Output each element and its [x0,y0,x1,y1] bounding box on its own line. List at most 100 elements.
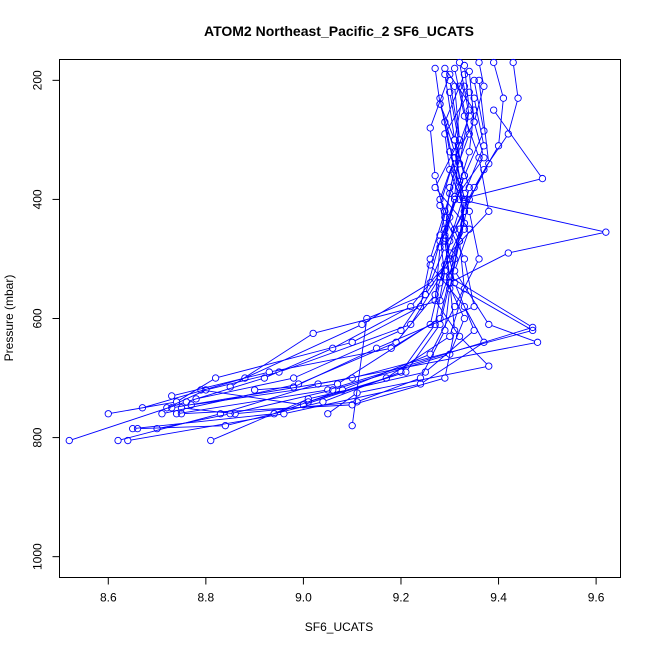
series-segment [440,107,455,149]
series-segment [462,199,603,232]
data-point [397,326,405,335]
data-point [490,106,498,114]
data-point [114,436,122,445]
data-point [494,142,503,150]
series-8 [168,106,610,412]
series-20 [226,88,473,391]
series-segment [213,399,306,440]
data-point [387,344,395,352]
series-segment [421,333,444,376]
data-point [163,404,171,412]
series-segment [462,178,540,200]
data-point [450,255,459,263]
series-segment [470,166,488,197]
series-segment [434,250,441,298]
series-segment [238,401,354,414]
series-segment [130,413,281,441]
data-point [275,368,283,376]
series-segment [296,349,374,387]
chart-title: ATOM2 Northeast_Pacific_2 SF6_UCATS [204,23,474,39]
data-point [226,383,234,391]
series-segment [111,401,174,414]
data-point [290,374,298,382]
series-7 [168,67,488,400]
x-tick-label: 9.4 [490,591,507,605]
series-segment [425,244,440,292]
series-segment [316,301,438,334]
series-segment [450,136,469,185]
series-segment [449,285,455,328]
data-point [460,61,469,70]
series-segment [446,213,464,245]
data-point [436,100,444,108]
x-tick-label: 8.8 [198,591,215,605]
series-segment [474,83,484,128]
series-19 [250,70,478,394]
data-point [172,410,181,418]
series-segment [407,326,439,370]
x-axis: 8.6 8.8 9.0 9.2 9.4 9.6 [100,577,605,605]
series-segment [194,383,335,405]
y-tick-label: 400 [31,189,45,209]
data-point [431,64,439,73]
data-point [65,436,73,445]
series-segment [494,65,504,96]
series-segment [402,297,424,329]
series-segment [440,106,454,138]
series-segment [469,113,475,149]
data-point [407,320,415,329]
series-segment [444,77,455,137]
series-segment [485,136,507,168]
data-point [158,410,166,418]
data-point [455,237,464,245]
data-point [226,410,234,418]
data-point [250,386,259,394]
data-point [450,192,459,201]
data-point [329,386,337,394]
data-point [309,329,317,338]
data-point [480,154,488,162]
data-point [382,374,390,382]
data-point [441,213,449,221]
data-point [441,374,449,382]
series-segment [511,232,603,253]
data-point [450,302,459,311]
series-segment [402,326,434,370]
data-point [485,160,493,168]
data-point [348,422,356,430]
data-point [475,58,483,67]
series-segment [459,202,465,238]
data-point [446,332,454,341]
series-segment [455,285,474,328]
y-tick-label: 1000 [31,543,45,570]
series-13 [177,76,493,418]
data-point [470,326,478,335]
series-segment [444,291,450,328]
series-segment [257,386,291,391]
data-point [426,350,434,358]
series-segment [464,68,470,107]
data-point [265,368,273,376]
data-point [241,374,249,382]
series-segment [430,285,440,322]
series-segment [445,77,464,120]
data-point [465,88,473,96]
data-point [207,436,215,445]
series-segment [459,190,465,227]
series-segment [469,74,475,119]
series-segment [454,214,465,256]
series-segment [412,279,439,322]
data-point [460,82,469,90]
series-segment [474,101,484,143]
data-point [416,374,425,382]
series-segment [455,273,488,322]
series-segment [267,349,330,378]
series-segment [431,309,454,352]
data-point [329,344,337,352]
data-point [465,67,473,76]
data-point [485,320,493,329]
series-17 [348,64,478,430]
series-segment [452,278,531,327]
series-segment [184,407,232,414]
series-segment [228,402,320,426]
